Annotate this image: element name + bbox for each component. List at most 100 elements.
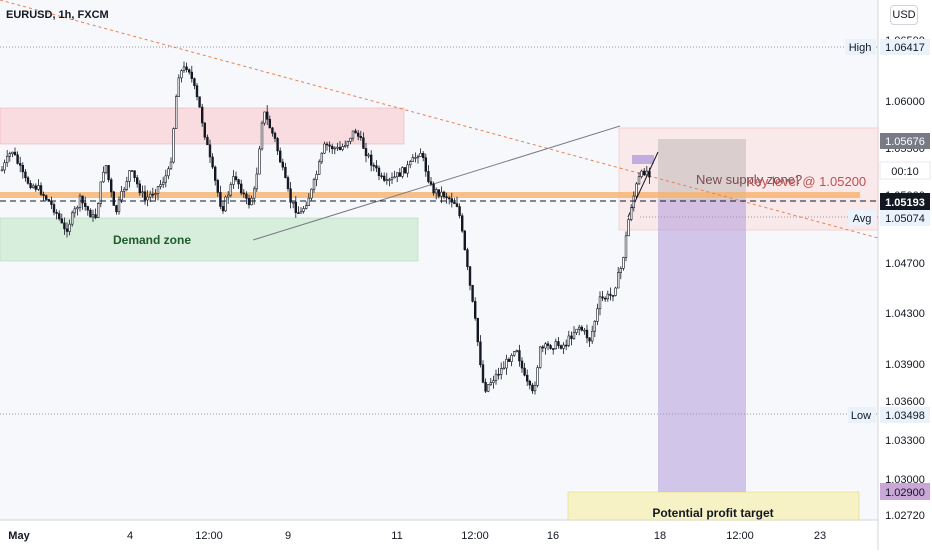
candle-body <box>590 330 594 342</box>
candle-body <box>458 206 461 217</box>
candle-body <box>541 346 545 349</box>
candle-body <box>3 162 6 171</box>
candle-body <box>502 367 505 370</box>
high-value-box <box>880 39 930 55</box>
candle-body <box>125 181 129 190</box>
candle-body <box>55 212 58 214</box>
candle-body <box>107 165 110 181</box>
candle-body <box>214 166 217 181</box>
candle-body <box>149 193 152 198</box>
candle-body <box>453 201 456 205</box>
low-label-box <box>848 407 876 423</box>
candle-body <box>190 71 193 79</box>
descending-trendline[interactable] <box>0 0 879 239</box>
candle-body <box>203 122 206 138</box>
candle-body <box>616 272 620 289</box>
candle-body <box>201 106 204 124</box>
candle-body <box>39 185 43 195</box>
key-level-band[interactable] <box>0 192 860 198</box>
demand-zone[interactable] <box>0 217 419 262</box>
profit-target-zone[interactable] <box>567 491 860 521</box>
candle-body <box>359 136 362 139</box>
candle-body <box>562 344 565 349</box>
price-axis[interactable]: 1.065001.060001.055001.050001.047001.043… <box>885 35 925 522</box>
candle-body <box>234 176 238 180</box>
candle-body <box>120 190 123 201</box>
candle-body <box>551 348 555 350</box>
candle-body <box>16 154 19 164</box>
candle-body <box>91 214 95 218</box>
short-position-risk[interactable] <box>658 139 746 199</box>
time-axis[interactable]: May 4 12:00 9 11 12:00 16 18 12:00 23 <box>8 530 826 542</box>
candle-body <box>289 188 292 203</box>
candle-body <box>180 70 183 79</box>
projection-value: 1.05676 <box>885 136 925 148</box>
candle-body <box>627 219 630 237</box>
candle-body <box>637 176 641 185</box>
candle-body <box>159 184 162 187</box>
candle-body <box>622 257 625 269</box>
candle-body <box>26 177 30 184</box>
candle-body <box>518 350 521 362</box>
short-position-profit[interactable] <box>658 199 746 492</box>
candle-body <box>375 165 378 169</box>
key-level-annotation: Key level @ 1.05200 <box>746 174 866 189</box>
candle-body <box>473 301 477 319</box>
candle-body <box>37 185 40 190</box>
time-tick-label: 11 <box>391 530 402 542</box>
currency-button[interactable]: USD <box>890 5 918 25</box>
candle-body <box>330 145 334 150</box>
candle-body <box>588 337 591 342</box>
time-tick-label: May <box>8 530 30 542</box>
candle-body <box>211 156 214 168</box>
avg-label-box <box>848 210 876 226</box>
current-price-value: 1.05193 <box>885 197 925 209</box>
candle-body <box>520 360 524 369</box>
candle-body <box>143 191 147 201</box>
candle-body <box>336 146 339 149</box>
candle-body <box>123 189 126 192</box>
candle-body <box>460 215 464 232</box>
candle-body <box>596 308 599 322</box>
time-tick-label: 9 <box>285 530 291 542</box>
candle-body <box>169 161 173 170</box>
candle-body <box>557 341 560 346</box>
candle-body <box>232 176 235 185</box>
candle-body <box>525 374 529 382</box>
candle-body <box>136 177 139 185</box>
candle-body <box>182 66 186 72</box>
candle-body <box>133 170 136 178</box>
candle-body <box>221 206 225 212</box>
avg-value-box <box>880 210 930 226</box>
candle-body <box>611 295 615 297</box>
candle-body <box>570 335 573 339</box>
candle-body <box>304 205 308 209</box>
ascending-trendline[interactable] <box>252 125 621 241</box>
demand-zone-label: Demand zone <box>113 233 191 247</box>
candle-body <box>102 171 105 183</box>
candle-body <box>84 202 87 207</box>
candle-body <box>606 293 610 300</box>
candle-body <box>81 195 84 204</box>
candle-body <box>499 368 503 375</box>
price-tick-label: 1.02720 <box>885 510 925 522</box>
candle-body <box>130 170 134 172</box>
candle-body <box>640 170 643 177</box>
candle-body <box>476 318 479 343</box>
candle-body <box>372 164 375 167</box>
candle-body <box>642 170 646 176</box>
symbol-label[interactable]: EURUSD, 1h, FXCM <box>6 9 109 21</box>
low-value-box <box>880 407 930 423</box>
candle-body <box>297 212 300 214</box>
candle-body <box>328 144 331 147</box>
candle-body <box>585 329 589 339</box>
candle-body <box>494 373 498 381</box>
candle-body <box>510 354 513 362</box>
candle-body <box>60 218 64 224</box>
candle-body <box>175 96 178 129</box>
candle-body <box>343 145 347 147</box>
candle-body <box>380 175 383 178</box>
candle-body <box>403 167 407 174</box>
